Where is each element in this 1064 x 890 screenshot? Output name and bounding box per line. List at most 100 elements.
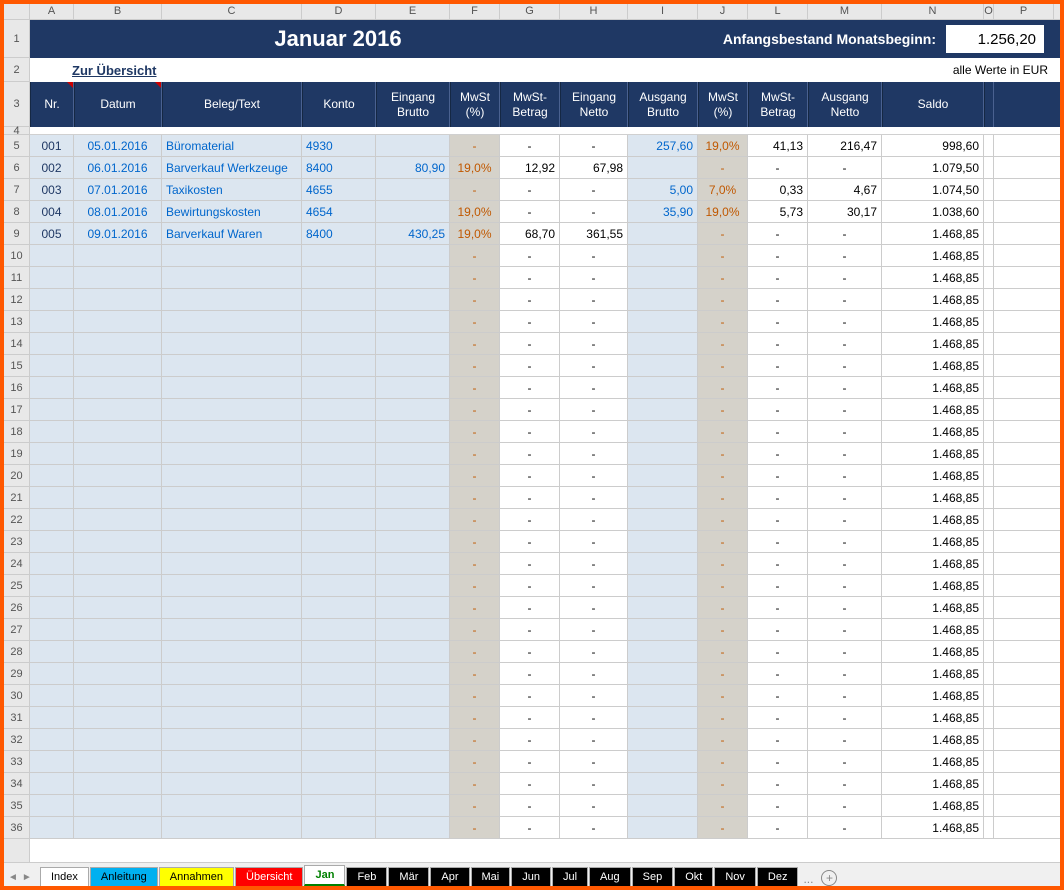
cell-mwstb1[interactable]: - [500,729,560,750]
cell-konto[interactable]: 8400 [302,157,376,178]
cell-mwstb1[interactable]: - [500,179,560,200]
table-row[interactable]: ------1.468,85 [30,553,1060,575]
cell-einbrutto[interactable] [376,619,450,640]
col-header-A[interactable]: A [30,4,74,19]
cell-mwst1[interactable]: - [450,531,500,552]
cell-einbrutto[interactable] [376,751,450,772]
cell-mwst2[interactable]: - [698,157,748,178]
cell-ausnetto[interactable]: - [808,641,882,662]
cell-datum[interactable] [74,619,162,640]
row-number-17[interactable]: 17 [4,399,29,421]
cell-datum[interactable] [74,421,162,442]
cell-beleg[interactable] [162,289,302,310]
cell-mwst1[interactable]: - [450,333,500,354]
cell-einnetto[interactable]: - [560,619,628,640]
cell-saldo[interactable]: 1.468,85 [882,223,984,244]
cell-mwstb1[interactable]: - [500,817,560,838]
cell-datum[interactable] [74,729,162,750]
cell-einnetto[interactable]: - [560,487,628,508]
cell-ausbrutto[interactable] [628,443,698,464]
cell-beleg[interactable]: Barverkauf Werkzeuge [162,157,302,178]
cell-nr[interactable] [30,333,74,354]
cell-saldo[interactable]: 1.074,50 [882,179,984,200]
table-row[interactable]: ------1.468,85 [30,817,1060,839]
cell-einnetto[interactable]: - [560,597,628,618]
tab-aug[interactable]: Aug [589,867,631,886]
cell-datum[interactable] [74,399,162,420]
cell-mwstb1[interactable]: - [500,421,560,442]
row-number-8[interactable]: 8 [4,201,29,223]
cell-mwstb1[interactable]: 68,70 [500,223,560,244]
row-number-29[interactable]: 29 [4,663,29,685]
cell-beleg[interactable] [162,399,302,420]
cell-einnetto[interactable]: - [560,641,628,662]
tab-jun[interactable]: Jun [511,867,551,886]
cell-einbrutto[interactable] [376,179,450,200]
cell-konto[interactable]: 8400 [302,223,376,244]
cell-ausbrutto[interactable] [628,597,698,618]
cell-einbrutto[interactable] [376,509,450,530]
cell-datum[interactable] [74,311,162,332]
cell-einbrutto[interactable] [376,531,450,552]
cell-einnetto[interactable]: - [560,245,628,266]
cell-nr[interactable] [30,729,74,750]
row-number-9[interactable]: 9 [4,223,29,245]
row-number-19[interactable]: 19 [4,443,29,465]
cell-mwstb2[interactable]: - [748,795,808,816]
table-row[interactable]: ------1.468,85 [30,333,1060,355]
cell-ausnetto[interactable]: 4,67 [808,179,882,200]
cell-konto[interactable] [302,421,376,442]
cell-konto[interactable] [302,619,376,640]
cell-mwstb1[interactable]: - [500,773,560,794]
cell-mwstb1[interactable]: - [500,377,560,398]
cell-mwst2[interactable]: 19,0% [698,201,748,222]
row-number-36[interactable]: 36 [4,817,29,839]
cell-mwstb2[interactable]: - [748,465,808,486]
cell-ausbrutto[interactable] [628,553,698,574]
cell-mwst2[interactable]: - [698,487,748,508]
cell-einbrutto[interactable] [376,487,450,508]
table-row[interactable]: ------1.468,85 [30,773,1060,795]
cell-ausbrutto[interactable] [628,707,698,728]
cell-einnetto[interactable]: - [560,685,628,706]
col-header-E[interactable]: E [376,4,450,19]
row-number-12[interactable]: 12 [4,289,29,311]
cell-beleg[interactable] [162,531,302,552]
cell-einnetto[interactable]: - [560,817,628,838]
cell-einbrutto[interactable] [376,663,450,684]
cell-konto[interactable] [302,531,376,552]
cell-mwstb2[interactable]: - [748,575,808,596]
cell-mwst2[interactable]: - [698,817,748,838]
tab-annahmen[interactable]: Annahmen [159,867,234,886]
cell-konto[interactable] [302,795,376,816]
col-header-F[interactable]: F [450,4,500,19]
cell-beleg[interactable] [162,509,302,530]
cell-mwstb1[interactable]: - [500,311,560,332]
cell-nr[interactable] [30,575,74,596]
tab-overflow-icon[interactable]: ... [803,872,813,886]
cell-einbrutto[interactable] [376,311,450,332]
cell-konto[interactable] [302,465,376,486]
cell-saldo[interactable]: 1.468,85 [882,685,984,706]
cell-beleg[interactable] [162,707,302,728]
cell-ausbrutto[interactable] [628,223,698,244]
cell-mwst2[interactable]: - [698,223,748,244]
row-number-2[interactable]: 2 [4,58,29,82]
cell-mwst2[interactable]: 19,0% [698,135,748,156]
cell-ausbrutto[interactable] [628,641,698,662]
cell-konto[interactable] [302,663,376,684]
cell-beleg[interactable] [162,773,302,794]
cell-mwst2[interactable]: - [698,751,748,772]
cell-datum[interactable] [74,509,162,530]
cell-einnetto[interactable]: - [560,663,628,684]
cell-konto[interactable] [302,773,376,794]
cell-mwstb2[interactable]: - [748,685,808,706]
cell-mwst2[interactable]: - [698,773,748,794]
cell-beleg[interactable] [162,465,302,486]
cell-konto[interactable] [302,509,376,530]
cell-ausnetto[interactable]: - [808,575,882,596]
cell-mwstb1[interactable]: - [500,135,560,156]
cell-konto[interactable] [302,267,376,288]
cell-ausbrutto[interactable] [628,355,698,376]
cell-beleg[interactable] [162,597,302,618]
